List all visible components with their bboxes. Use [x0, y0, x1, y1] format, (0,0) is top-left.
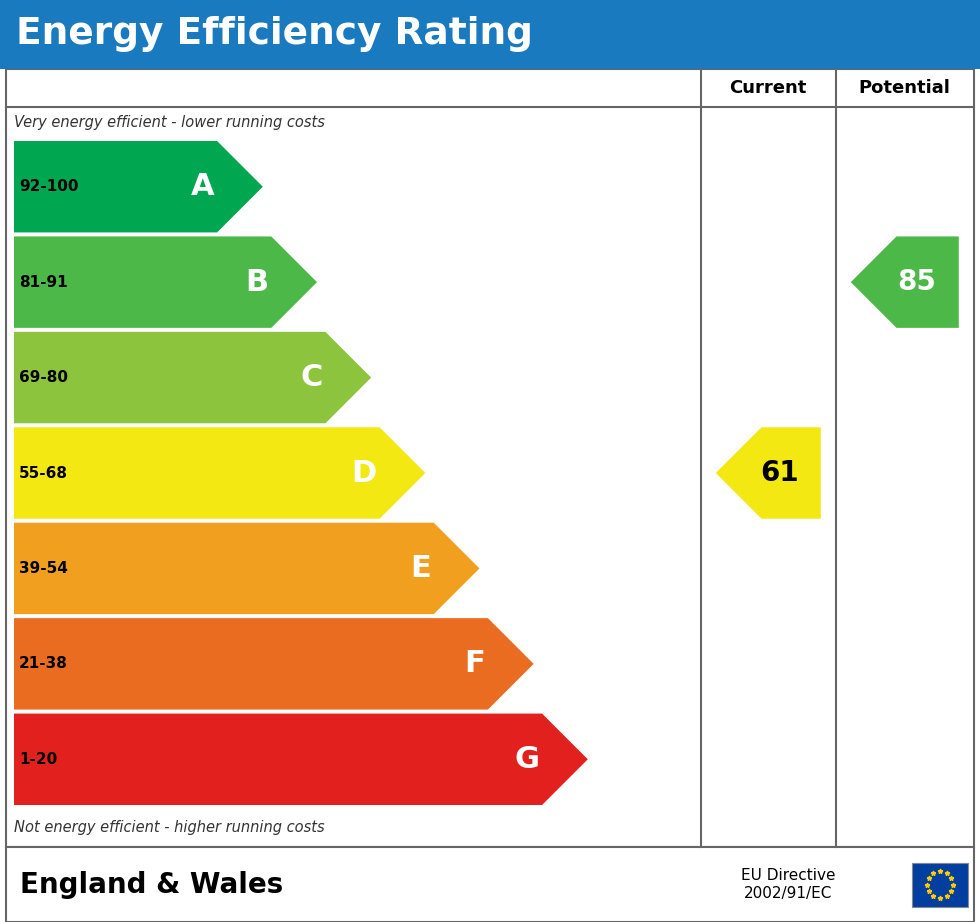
Text: 69-80: 69-80: [19, 370, 68, 385]
Text: C: C: [300, 363, 322, 392]
Text: Energy Efficiency Rating: Energy Efficiency Rating: [16, 17, 533, 53]
Polygon shape: [14, 141, 263, 232]
Text: Very energy efficient - lower running costs: Very energy efficient - lower running co…: [14, 115, 325, 131]
Bar: [6, 69, 974, 847]
Text: Current: Current: [730, 79, 807, 97]
Text: Potential: Potential: [858, 79, 951, 97]
Text: A: A: [190, 172, 214, 201]
Polygon shape: [14, 523, 479, 614]
Bar: [6, 847, 974, 922]
Text: EU Directive: EU Directive: [741, 868, 836, 883]
Bar: [912, 862, 968, 906]
Text: 1-20: 1-20: [19, 751, 57, 767]
Polygon shape: [14, 427, 425, 519]
Polygon shape: [14, 714, 588, 805]
Polygon shape: [851, 236, 958, 328]
Text: 61: 61: [760, 459, 799, 487]
Text: 39-54: 39-54: [19, 561, 68, 576]
Polygon shape: [14, 332, 371, 423]
Text: B: B: [245, 267, 269, 297]
Text: D: D: [352, 458, 376, 488]
Text: F: F: [465, 649, 485, 679]
Text: Not energy efficient - higher running costs: Not energy efficient - higher running co…: [14, 820, 324, 834]
Text: 2002/91/EC: 2002/91/EC: [744, 886, 832, 901]
Bar: [0, 0, 980, 69]
Text: 21-38: 21-38: [19, 656, 68, 671]
Text: 81-91: 81-91: [19, 275, 68, 290]
Polygon shape: [14, 618, 534, 710]
Polygon shape: [715, 427, 821, 519]
Text: 55-68: 55-68: [19, 466, 68, 480]
Text: E: E: [410, 554, 431, 583]
Text: 92-100: 92-100: [19, 179, 78, 195]
Polygon shape: [14, 236, 317, 328]
Text: G: G: [514, 745, 539, 774]
Text: 85: 85: [897, 268, 936, 296]
Text: England & Wales: England & Wales: [20, 870, 283, 899]
